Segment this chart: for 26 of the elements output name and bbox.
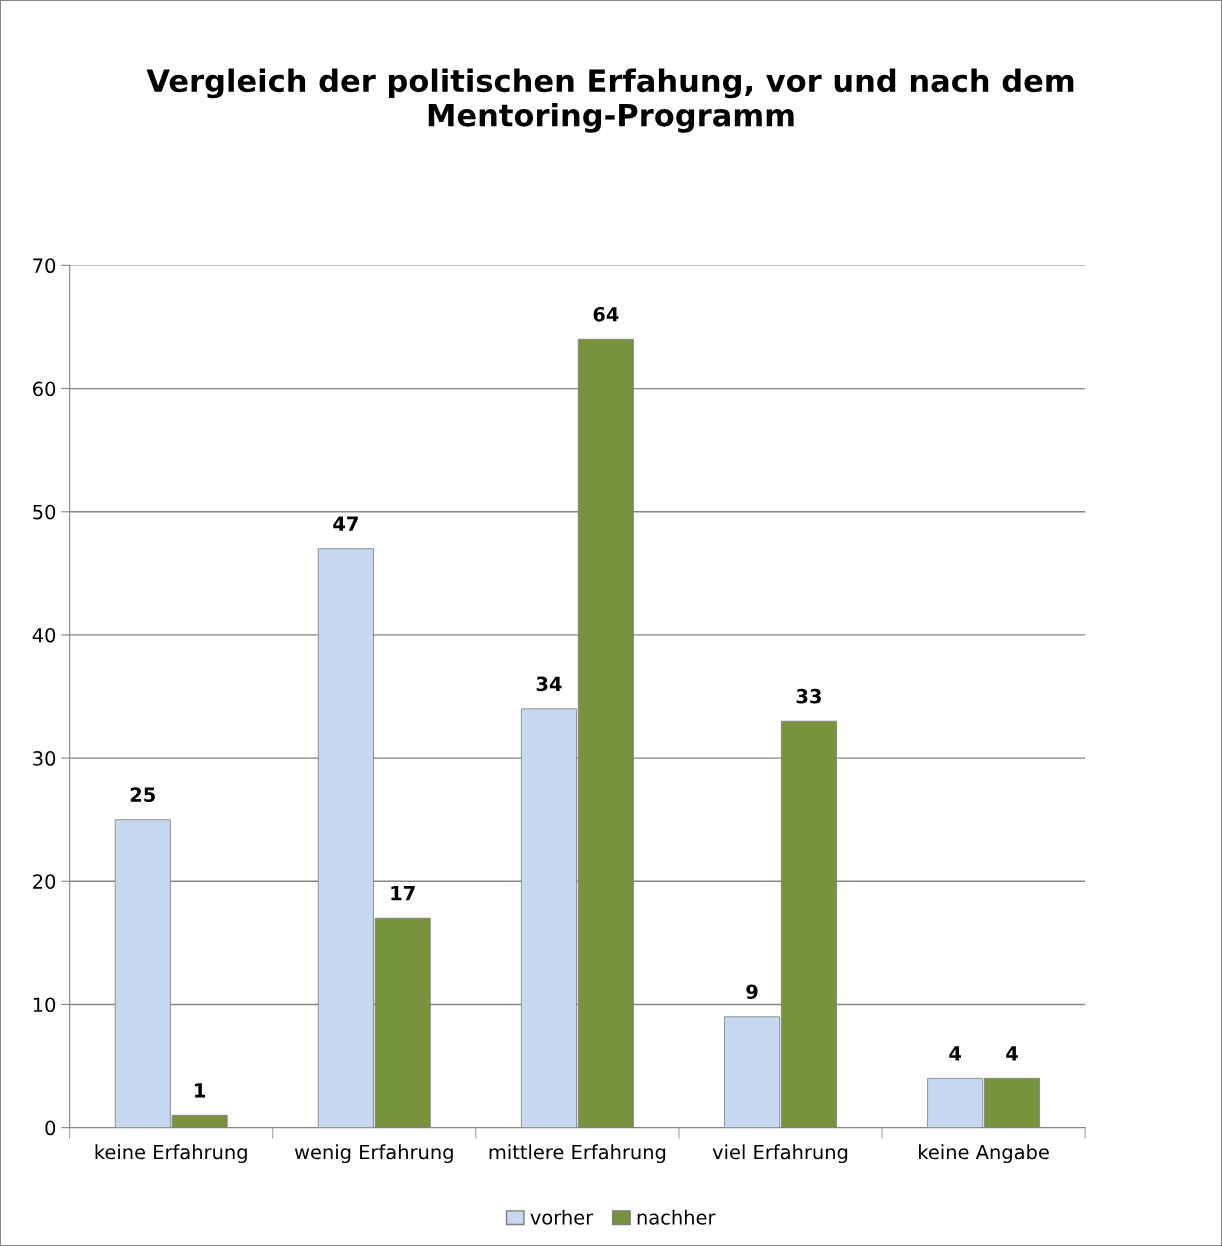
data-label: 4 [949, 1046, 962, 1061]
x-tick-label: wenig Erfahrung [294, 1144, 453, 1164]
y-tick-label: 40 [32, 627, 56, 643]
y-tick-label: 20 [33, 874, 56, 889]
legend-label: vorher [530, 1209, 594, 1225]
x-tick-label: viel Erfahrung [712, 1144, 848, 1164]
y-tick-label: 0 [45, 1120, 56, 1136]
y-tick-label: 60 [33, 381, 56, 397]
data-label: 64 [593, 306, 619, 322]
y-tick-label: 70 [33, 258, 56, 274]
x-tick-label: mittlere Erfahrung [489, 1144, 666, 1164]
data-label: 33 [796, 688, 821, 704]
y-tick-label: 50 [33, 504, 56, 520]
data-label: 1 [195, 1083, 206, 1098]
x-tick-label: keine Erfahrung [95, 1144, 247, 1164]
data-label: 17 [391, 886, 415, 901]
y-tick-label: 10 [33, 997, 56, 1013]
data-label: 4 [1006, 1046, 1018, 1061]
data-label: 47 [333, 516, 358, 531]
y-tick-label: 30 [33, 751, 56, 766]
data-label: 9 [746, 984, 758, 1000]
chart-title: Vergleich der politischen Erfahung, vor und nach dem Mentoring-Programm [146, 68, 1074, 133]
x-tick-label: keine Angabe [919, 1144, 1049, 1164]
legend-label: nachher [637, 1209, 716, 1225]
data-label: 34 [536, 676, 562, 692]
data-label: 25 [130, 787, 155, 803]
